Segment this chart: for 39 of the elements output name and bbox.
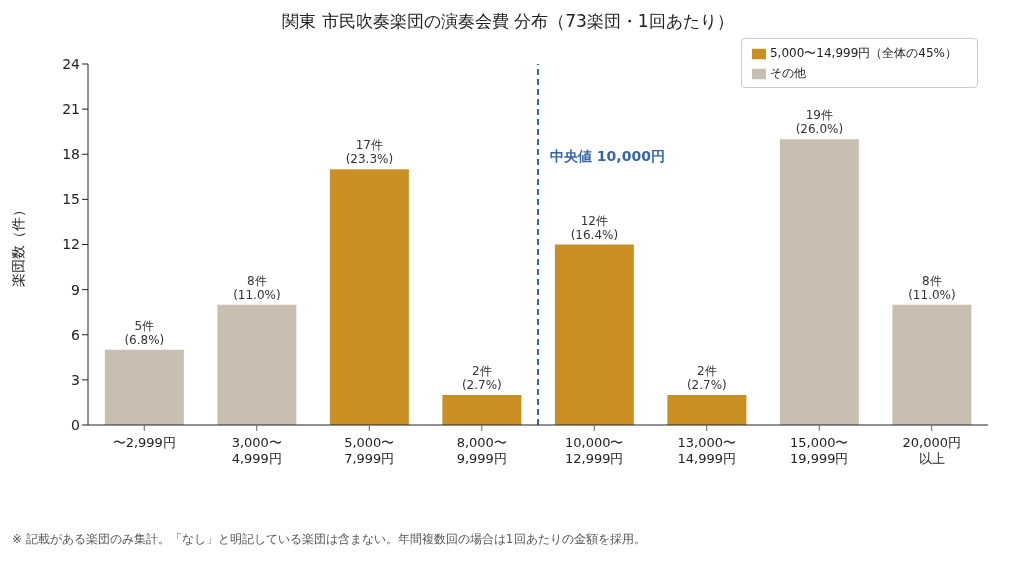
bar: [442, 394, 522, 425]
bar: [329, 169, 409, 425]
x-tick-label: 〜2,999円: [112, 435, 176, 450]
x-tick-label: 3,000〜4,999円: [231, 435, 282, 466]
y-tick-label: 6: [71, 326, 81, 343]
data-label: 17件 (23.3%): [345, 138, 394, 167]
data-label: 8件 (11.0%): [233, 273, 281, 302]
data-label: 8件 (11.0%): [908, 273, 956, 302]
bar: [217, 304, 297, 425]
y-tick-label: 15: [62, 191, 80, 208]
x-tick-label: 20,000円以上: [902, 435, 961, 466]
x-tick-label: 13,000〜14,999円: [677, 435, 736, 466]
y-tick-label: 24: [62, 55, 81, 72]
y-tick-label: 12: [62, 236, 80, 253]
y-tick-label: 18: [62, 146, 80, 163]
y-tick-label: 9: [71, 281, 80, 298]
bar: [892, 304, 972, 425]
bar: [104, 349, 184, 425]
y-tick-label: 21: [62, 101, 80, 118]
ref-line-label: 中央値 10,000円: [550, 148, 665, 165]
data-label: 5件 (6.8%): [124, 318, 165, 347]
text: ※ 記載がある楽団のみ集計。「なし」と明記している楽団は含まない。年間複数回の場合は1回あたりの金額を採用。: [12, 531, 647, 548]
data-label: 12件 (16.4%): [570, 213, 619, 242]
y-axis-title: 楽団数（件）: [9, 202, 26, 287]
x-tick-label: 15,000〜19,999円: [790, 435, 849, 466]
legend-label: 5,000〜14,999円（全体の45%）: [769, 46, 957, 60]
bar: [554, 244, 634, 425]
data-label: 19件 (26.0%): [795, 108, 844, 137]
x-tick-label: 8,000〜9,999円: [456, 435, 507, 466]
data-label: 2件 (2.7%): [461, 363, 502, 392]
chart-title: 関東 市民吹奏楽団の演奏会費 分布（73楽団・1回あたり）: [281, 10, 735, 33]
bar: [667, 394, 747, 425]
bar: [779, 139, 859, 425]
legend-label: その他: [769, 66, 806, 80]
data-label: 2件 (2.7%): [686, 363, 727, 392]
y-tick-label: 0: [71, 416, 80, 433]
x-tick-label: 10,000〜12,999円: [565, 435, 624, 466]
y-tick-label: 3: [71, 371, 80, 388]
x-tick-label: 5,000〜7,999円: [344, 435, 395, 466]
